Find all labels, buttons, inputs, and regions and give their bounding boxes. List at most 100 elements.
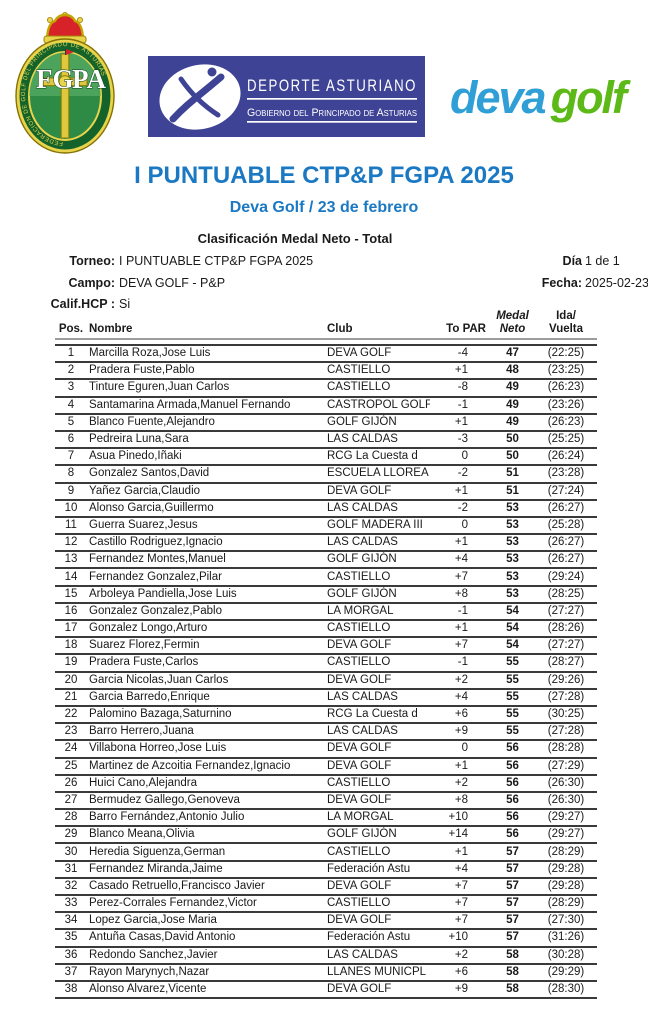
column-header-ida-line2: Vuelta [548,323,584,335]
cell-medal: 48 [490,362,535,381]
cell-club: DEVA GOLF [325,637,430,656]
cell-pos: 35 [55,929,87,948]
cell-club: DEVA GOLF [325,791,430,811]
cell-ida: (22:25) [535,345,597,364]
cell-medal: 55 [490,723,535,742]
cell-club: DEVA GOLF [325,740,430,759]
federation-crest-logo: FEDERACION DE GOLF DEL PRINCIPADO DE AST… [15,12,115,154]
crest-initials-left: FG [36,64,74,94]
tournament-title: I PUNTUABLE CTP&P FGPA 2025 [134,162,514,189]
cell-club: GOLF GIJÓN [325,551,430,570]
cell-nombre: Lopez Garcia,Jose Maria [87,912,325,931]
cell-ida: (23:25) [535,362,597,381]
cell-ida: (27:28) [535,688,597,707]
table-row: 10 Alonso Garcia,Guillermo LAS CALDAS -2 53(… [55,499,597,518]
cell-medal: 53 [490,516,535,536]
table-row: 3 Tinture Eguren,Juan Carlos CASTIELLO -8 49… [55,379,597,398]
column-header-club: Club [325,310,430,340]
table-row: 16 Gonzalez Gonzalez,Pablo LA MORGAL -1 54 (2… [55,602,597,622]
cell-club: LAS CALDAS [325,723,430,742]
deva-golf-logo: deva golf [450,58,645,138]
cell-medal: 56 [490,809,535,828]
cell-topar: +6 [430,963,490,982]
cell-pos: 13 [55,551,87,570]
cell-topar: 0 [430,516,490,536]
results-table-head: Pos. Nombre Club To PAR Medal Neto Ida/ … [55,310,597,346]
cell-ida: (26:27) [535,551,597,570]
cell-nombre: Barro Fernández,Antonio Julio [87,809,325,828]
cell-topar: +1 [430,413,490,432]
results-table-container: Pos. Nombre Club To PAR Medal Neto Ida/ … [55,310,597,1000]
table-row: 27 Bermudez Gallego,Genoveva DEVA GOLF +8 56… [55,791,597,811]
cell-topar: +14 [430,826,490,845]
dia-value: 1 de 1 [585,254,620,268]
cell-topar: -2 [430,499,490,518]
cell-club: LAS CALDAS [325,688,430,707]
cell-medal: 53 [490,585,535,604]
cell-nombre: Garcia Nicolas,Juan Carlos [87,671,325,690]
victory-cross-icon [42,49,88,139]
table-row: 30 Heredia Siguenza,German CASTIELLO +1 57 (2… [55,843,597,862]
cell-nombre: Alonso Garcia,Guillermo [87,499,325,518]
cell-topar: +8 [430,585,490,604]
cell-medal: 55 [490,688,535,707]
cell-pos: 15 [55,585,87,604]
cell-topar: +7 [430,895,490,914]
fecha-label: Fecha: [541,275,582,290]
cell-pos: 24 [55,740,87,759]
cell-ida: (26:27) [535,534,597,553]
meta-torneo-row: Torneo: I PUNTUABLE CTP&P FGPA 2025 [0,251,313,273]
cell-pos: 20 [55,671,87,690]
cell-medal: 54 [490,602,535,622]
cell-medal: 51 [490,465,535,484]
cell-pos: 2 [55,362,87,381]
cell-club: CASTIELLO [325,654,430,673]
cell-club: RCG La Cuesta d [325,705,430,725]
cell-club: CASTROPOL GOLF [325,396,430,415]
cell-club: DEVA GOLF [325,482,430,501]
cell-pos: 26 [55,774,87,793]
cell-ida: (28:25) [535,585,597,604]
cell-medal: 56 [490,826,535,845]
cell-nombre: Asua Pinedo,Iñaki [87,448,325,467]
cell-medal: 57 [490,895,535,914]
table-row: 8 Gonzalez Santos,David ESCUELA LLOREA -2 51… [55,465,597,484]
cell-topar: 0 [430,740,490,759]
table-row: 33 Perez-Corrales Fernandez,Victor CASTIEL… [55,895,597,914]
cell-ida: (23:26) [535,396,597,415]
cell-ida: (27:28) [535,723,597,742]
cell-nombre: Redondo Sanchez,Javier [87,946,325,965]
cell-pos: 3 [55,379,87,398]
cell-medal: 53 [490,534,535,553]
cell-pos: 12 [55,534,87,553]
cell-topar: -8 [430,379,490,398]
cell-ida: (28:29) [535,895,597,914]
cell-medal: 50 [490,430,535,450]
header-separator [55,339,597,346]
cell-topar: +1 [430,362,490,381]
cell-nombre: Heredia Siguenza,German [87,843,325,862]
cell-nombre: Suarez Florez,Fermin [87,637,325,656]
table-row: 14 Fernandez Gonzalez,Pilar CASTIELLO +7 53(… [55,568,597,587]
cell-nombre: Rayon Marynych,Nazar [87,963,325,982]
cell-nombre: Gonzalez Santos,David [87,465,325,484]
table-row: 9 Yañez Garcia,Claudio DEVA GOLF +1 51 (27:24… [55,482,597,501]
column-header-nombre: Nombre [87,310,325,340]
cell-nombre: Martinez de Azcoitia Fernandez,Ignacio [87,757,325,776]
cell-topar: +4 [430,551,490,570]
table-row: 13 Fernandez Montes,Manuel GOLF GIJÓN +4 53(… [55,551,597,570]
cell-ida: (23:28) [535,465,597,484]
meta-campo-row: Campo: DEVA GOLF - P&P [0,273,313,295]
cell-club: GOLF GIJÓN [325,413,430,432]
cell-nombre: Fernandez Miranda,Jaime [87,860,325,879]
cell-club: GOLF GIJÓN [325,826,430,845]
column-header-medal-line1: Medal [496,310,529,322]
cell-pos: 10 [55,499,87,518]
cell-club: CASTIELLO [325,895,430,914]
torneo-value: I PUNTUABLE CTP&P FGPA 2025 [119,254,314,268]
tournament-meta-right: Día 1 de 1 Fecha: 2025-02-23 [540,251,648,294]
cell-topar: +10 [430,929,490,948]
cell-ida: (29:27) [535,826,597,845]
cell-nombre: Blanco Meana,Olivia [87,826,325,845]
cell-nombre: Fernandez Montes,Manuel [87,551,325,570]
